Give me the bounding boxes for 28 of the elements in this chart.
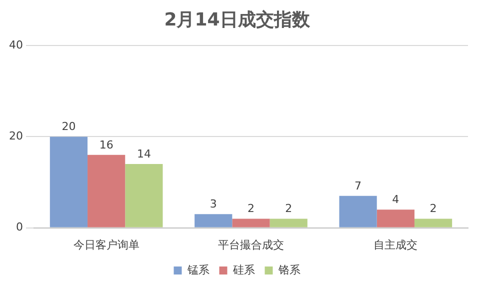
legend-label: 铬系 <box>277 263 300 276</box>
legend-label: 硅系 <box>232 263 255 276</box>
data-label: 16 <box>99 138 114 152</box>
bar <box>125 164 163 228</box>
bar <box>232 218 270 228</box>
bar <box>270 218 308 228</box>
bar <box>339 196 377 228</box>
data-label: 20 <box>62 120 76 134</box>
bar <box>50 136 88 228</box>
y-tick-label: 40 <box>8 38 23 52</box>
x-tick-label: 自主成交 <box>374 238 418 252</box>
chart-title: 2月14日成交指数 <box>164 9 311 30</box>
bar <box>414 218 452 228</box>
data-label: 2 <box>248 202 254 216</box>
data-label: 2 <box>430 202 437 216</box>
data-label: 2 <box>285 202 292 216</box>
x-tick-label: 今日客户询单 <box>73 238 140 252</box>
legend-label: 锰系 <box>186 263 210 276</box>
bar <box>88 154 126 228</box>
y-tick-label: 20 <box>8 130 23 143</box>
y-tick-label: 0 <box>16 220 23 234</box>
data-label: 7 <box>354 179 362 192</box>
data-label: 14 <box>136 147 151 160</box>
data-label: 3 <box>210 197 217 210</box>
bar <box>194 214 232 228</box>
x-tick-label: 平台撮合成交 <box>218 238 284 252</box>
data-label: 4 <box>392 192 400 206</box>
bar <box>376 210 414 228</box>
